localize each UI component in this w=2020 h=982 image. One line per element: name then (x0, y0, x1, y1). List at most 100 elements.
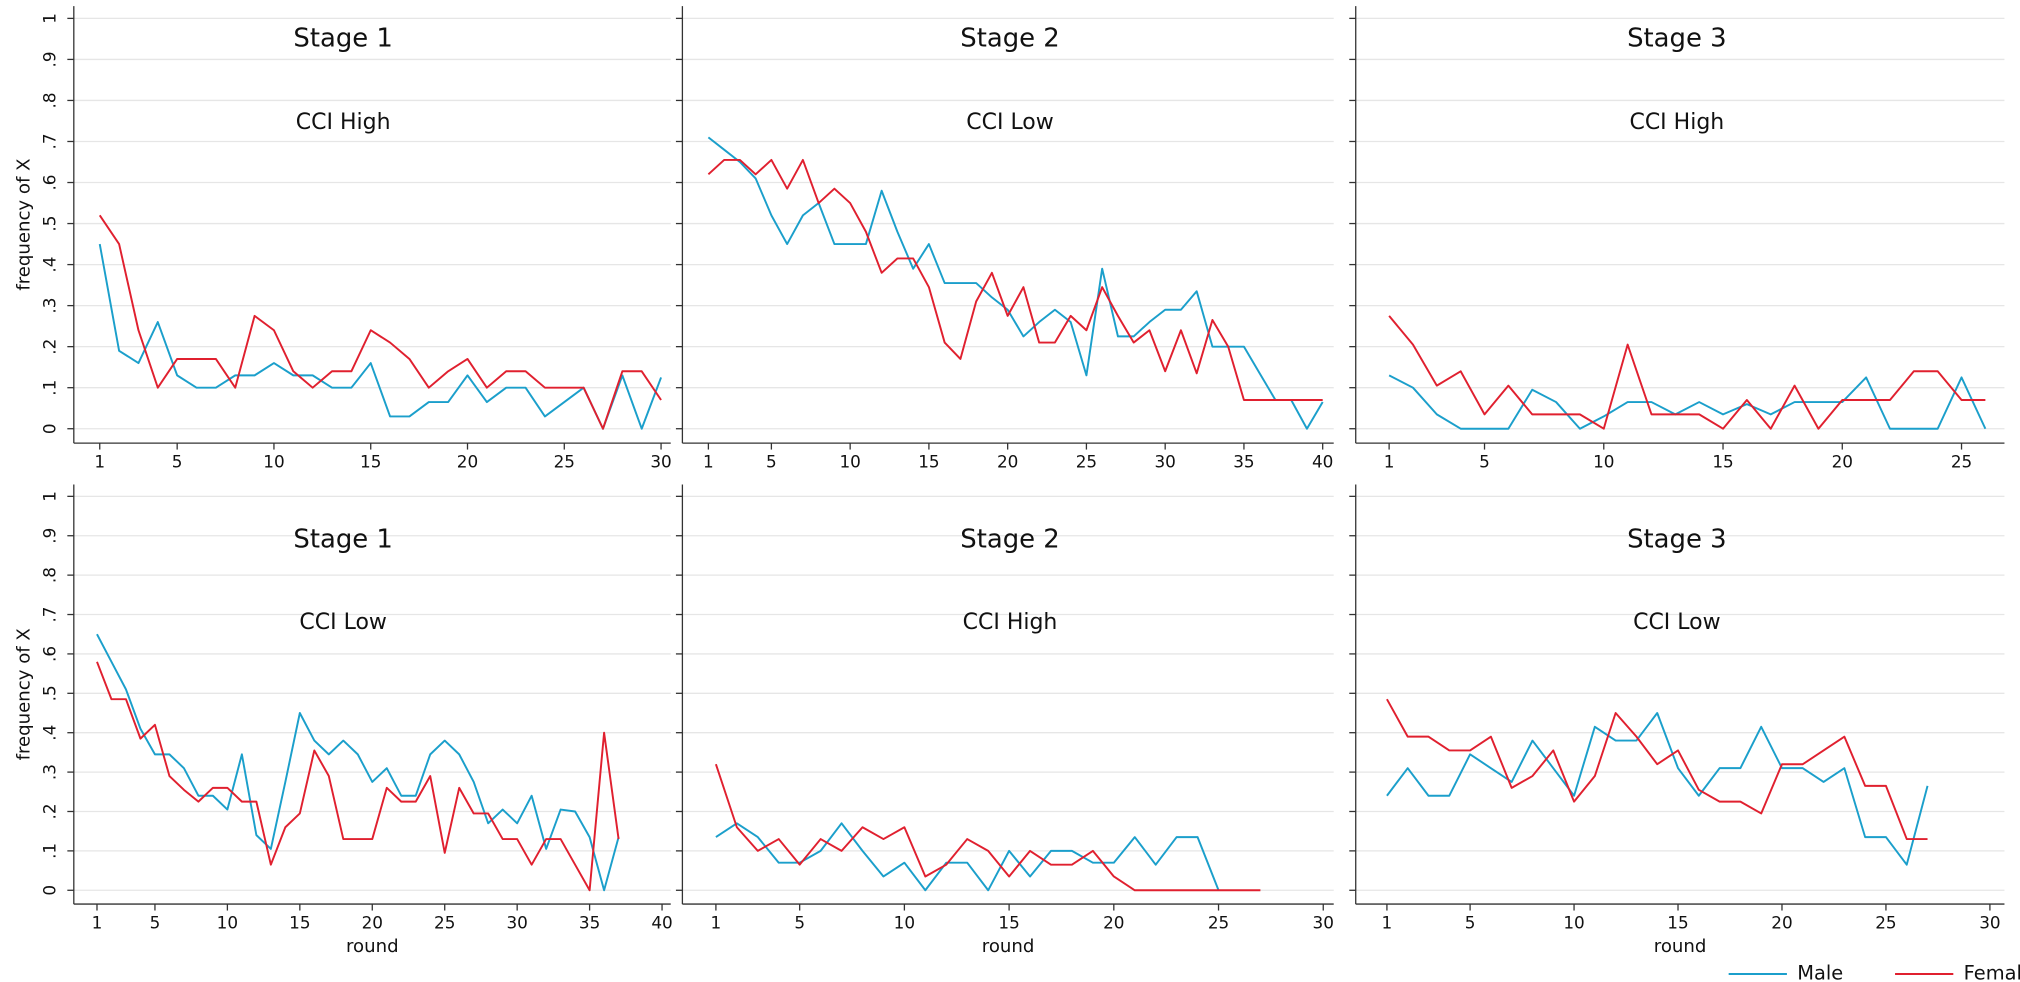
x-tick-label: 15 (918, 452, 939, 472)
x-tick-label: 35 (1233, 452, 1254, 472)
series-line (707, 136, 1324, 430)
x-tick-label: 10 (839, 452, 860, 472)
y-tick-label: .3 (39, 298, 59, 314)
panel-subtitle: CCI High (296, 110, 391, 135)
x-tick-label: 25 (1076, 452, 1097, 472)
x-tick-label: 25 (554, 452, 575, 472)
panel-subtitle: CCI Low (299, 610, 387, 635)
y-tick-label: .6 (39, 646, 59, 662)
y-tick-label: 0 (39, 423, 59, 434)
x-tick-label: 30 (650, 452, 671, 472)
x-tick-label: 25 (434, 912, 455, 932)
x-tick-label: 5 (1465, 912, 1476, 932)
series-line (1386, 712, 1929, 866)
series-line (714, 763, 1261, 892)
panel-title: Stage 1 (293, 525, 392, 555)
series-line (1386, 698, 1928, 841)
series-line (96, 661, 620, 892)
y-tick-label: .3 (39, 764, 59, 780)
y-tick-label: .8 (40, 92, 60, 108)
x-tick-label: 10 (1593, 452, 1614, 472)
x-tick-label: 5 (172, 452, 183, 472)
x-tick-label: 10 (1563, 912, 1584, 932)
x-axis-title: round (346, 936, 399, 957)
x-tick-label: 15 (289, 912, 310, 932)
x-tick-label: 30 (1979, 912, 2000, 932)
y-tick-label: .2 (39, 803, 59, 819)
panel-title: Stage 1 (293, 24, 392, 54)
x-tick-label: 1 (1384, 452, 1395, 472)
y-tick-label: 0 (40, 885, 60, 896)
x-tick-label: 25 (1875, 912, 1896, 932)
x-tick-label: 30 (506, 912, 527, 932)
x-tick-label: 40 (651, 912, 672, 932)
x-tick-label: 1 (94, 452, 105, 472)
panel-subtitle: CCI High (963, 610, 1058, 635)
x-tick-label: 1 (711, 912, 722, 932)
x-tick-label: 15 (1667, 912, 1688, 932)
x-tick-label: 5 (150, 912, 161, 932)
x-tick-label: 20 (1771, 912, 1792, 932)
x-tick-label: 5 (1479, 452, 1490, 472)
series-line (96, 633, 620, 892)
x-tick-label: 20 (997, 452, 1018, 472)
legend-label: Female (1964, 961, 2020, 982)
x-tick-label: 15 (1712, 452, 1733, 472)
x-tick-label: 10 (217, 912, 238, 932)
x-tick-label: 10 (263, 452, 284, 472)
y-tick-label: .4 (40, 725, 60, 741)
panel-title: Stage 2 (960, 525, 1059, 555)
x-tick-label: 5 (766, 452, 777, 472)
panel-subtitle: CCI Low (1633, 610, 1721, 635)
y-tick-label: .8 (39, 567, 59, 583)
panel-title: Stage 3 (1627, 525, 1726, 555)
y-tick-label: 1 (40, 491, 60, 502)
y-tick-label: .5 (39, 216, 59, 232)
y-tick-label: .1 (39, 843, 59, 859)
y-tick-label: .5 (39, 685, 59, 701)
series-line (98, 214, 662, 430)
y-tick-label: .4 (39, 257, 59, 273)
y-tick-label: .6 (39, 174, 59, 190)
y-tick-label: .9 (39, 528, 59, 544)
x-tick-label: 25 (1951, 452, 1972, 472)
y-axis-title: frequency of X (14, 628, 35, 760)
x-axis-title: round (982, 936, 1035, 957)
x-tick-label: 30 (1313, 912, 1334, 932)
panel-subtitle: CCI Low (966, 110, 1054, 135)
series-line (707, 158, 1323, 401)
x-tick-label: 5 (794, 912, 805, 932)
x-tick-label: 40 (1312, 452, 1333, 472)
y-tick-label: .7 (40, 606, 60, 622)
x-tick-label: 15 (360, 452, 381, 472)
x-tick-label: 20 (1832, 452, 1853, 472)
x-tick-label: 35 (579, 912, 600, 932)
x-tick-label: 1 (1382, 912, 1393, 932)
x-tick-label: 15 (998, 912, 1019, 932)
y-tick-label: 1 (40, 13, 60, 24)
y-tick-label: .9 (40, 51, 60, 67)
x-axis-title: round (1654, 936, 1707, 957)
panel-title: Stage 2 (960, 24, 1059, 54)
x-tick-label: 30 (1154, 452, 1175, 472)
panel-subtitle: CCI High (1629, 110, 1724, 135)
panel-title: Stage 3 (1627, 24, 1726, 54)
x-tick-label: 20 (1103, 912, 1124, 932)
series-line (715, 822, 1220, 892)
x-tick-label: 20 (457, 452, 478, 472)
x-tick-label: 1 (92, 912, 103, 932)
y-axis-title: frequency of X (14, 158, 35, 290)
x-tick-label: 25 (1208, 912, 1229, 932)
y-tick-label: .1 (39, 380, 59, 396)
x-tick-label: 10 (894, 912, 915, 932)
series-line (98, 243, 662, 430)
y-tick-label: .2 (39, 339, 59, 355)
series-line (1388, 374, 1987, 430)
series-line (1388, 315, 1986, 430)
legend-label: Male (1797, 961, 1843, 982)
x-tick-label: 1 (703, 452, 714, 472)
x-tick-label: 20 (362, 912, 383, 932)
y-tick-label: .7 (40, 133, 60, 149)
